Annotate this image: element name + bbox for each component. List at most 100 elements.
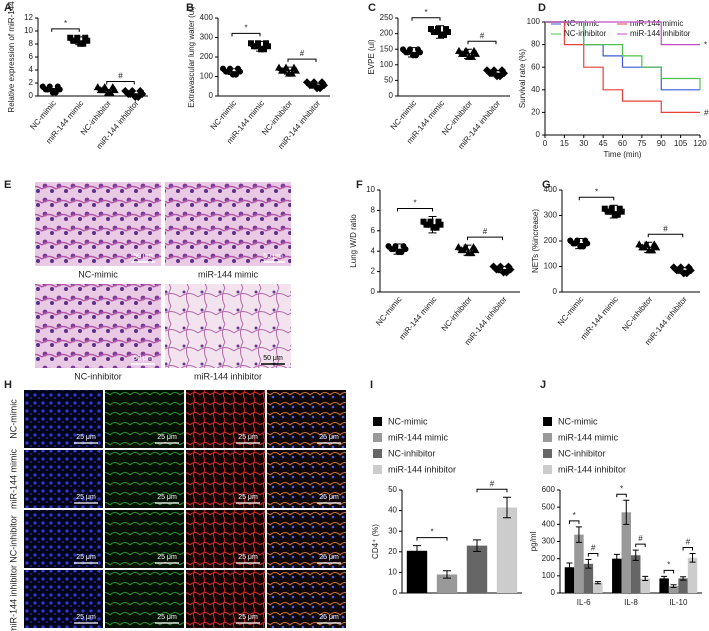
- bar: [583, 563, 594, 593]
- x-tick-label: 105: [674, 139, 688, 148]
- dot: [467, 249, 476, 257]
- y-tick-label: 8: [371, 206, 376, 215]
- y-tick-label: 100: [542, 571, 556, 580]
- error-bar: [644, 241, 653, 253]
- histology-image: [165, 182, 291, 266]
- y-tick-label: 0: [371, 287, 376, 296]
- x-tick-label: 75: [637, 139, 646, 148]
- error-bar: [408, 47, 416, 58]
- significance: #: [704, 109, 709, 118]
- y-tick-label: 0: [536, 130, 541, 139]
- bracket: [287, 58, 317, 63]
- scale-label: 25 μm: [319, 554, 339, 561]
- significance: #: [490, 479, 495, 488]
- bar: [640, 578, 650, 593]
- legend-label: miR-144 mimic: [630, 19, 683, 28]
- error-bar: [575, 526, 582, 543]
- significance: *: [667, 560, 670, 569]
- error-bar: [428, 216, 437, 234]
- bracket: [467, 40, 497, 45]
- x-tick-label: 0: [543, 139, 548, 148]
- histology-image: [165, 284, 291, 368]
- panel-label: C: [368, 2, 376, 14]
- x-tick-label: NC-inhibitor: [440, 295, 474, 333]
- x-tick-label: 15: [560, 139, 569, 148]
- y-tick-label: 100: [527, 17, 541, 26]
- error-bar: [312, 83, 320, 88]
- y-tick-label: 6: [371, 226, 376, 235]
- y-tick-label: 4: [371, 246, 376, 255]
- survival-line: [545, 21, 700, 46]
- legend-label: miR-144 inhibitor: [388, 464, 456, 474]
- significance: *: [244, 24, 247, 33]
- bar: [668, 586, 679, 593]
- fluorescence-image: [186, 510, 265, 568]
- y-tick-label: 250: [380, 13, 394, 22]
- y-tick-label: 20: [388, 547, 397, 556]
- error-bar: [256, 40, 264, 52]
- error-bar: [464, 48, 472, 60]
- error-bar: [670, 584, 677, 589]
- row-label: miR-144 inhibitor: [8, 565, 18, 631]
- fluorescence-image: [186, 390, 265, 448]
- scale-label: 50 μm: [133, 253, 153, 260]
- scale-label: 50 μm: [263, 253, 283, 260]
- error-bar: [436, 25, 444, 39]
- scale-label: 50 μm: [133, 355, 153, 362]
- error-bar: [473, 539, 481, 552]
- y-axis-label: Extravascular lung water (ul): [187, 6, 196, 108]
- y-axis-label: Relative expression of miR-144: [7, 1, 16, 113]
- error-bar: [642, 575, 649, 581]
- y-tick-label: 0: [209, 91, 214, 100]
- panel-label: D: [538, 2, 546, 14]
- bar: [621, 512, 631, 593]
- y-tick-label: 200: [544, 236, 558, 245]
- error-bar: [661, 575, 668, 581]
- fluorescence-image: [24, 510, 103, 568]
- bracket: [416, 537, 448, 541]
- significance: *: [704, 41, 707, 50]
- dot: [128, 87, 137, 96]
- panel-label: J: [540, 379, 546, 391]
- bracket: [568, 520, 580, 524]
- scale-label: 25 μm: [319, 614, 339, 621]
- x-tick-label: IL-10: [669, 598, 688, 607]
- x-tick-label: 30: [579, 139, 588, 148]
- error-bar: [498, 266, 507, 274]
- fluorescence-image: [186, 450, 265, 508]
- scale-label: 25 μm: [238, 434, 258, 441]
- error-bar: [575, 237, 584, 250]
- scale-label: 25 μm: [76, 434, 96, 441]
- legend-swatch: [543, 465, 552, 474]
- y-tick-label: 100: [544, 262, 558, 271]
- significance: #: [591, 544, 596, 553]
- significance: *: [64, 19, 67, 28]
- y-tick-label: 400: [542, 519, 556, 528]
- bracket: [647, 233, 684, 238]
- y-tick-label: 300: [542, 537, 556, 546]
- x-tick-label: NC-inhibitor: [620, 295, 654, 333]
- scale-label: 25 μm: [157, 494, 177, 501]
- dot: [46, 83, 53, 90]
- image-caption: NC-inhibitor: [74, 371, 122, 381]
- y-tick-label: 40: [388, 506, 397, 515]
- dot: [462, 46, 470, 54]
- dot: [648, 246, 657, 254]
- x-tick-label: IL-8: [624, 598, 638, 607]
- y-tick-label: 100: [200, 72, 214, 81]
- error-bar: [443, 570, 451, 579]
- legend-label: NC-inhibitor: [558, 448, 606, 458]
- scale-label: 25 μm: [76, 494, 96, 501]
- bar: [593, 582, 603, 593]
- error-bar: [566, 562, 573, 573]
- x-axis-label: Time (min): [604, 150, 642, 159]
- fluorescence-image: [24, 570, 103, 628]
- significance: #: [686, 538, 691, 547]
- error-bar: [678, 267, 687, 274]
- x-tick-label: NC-mimic: [374, 295, 403, 328]
- y-tick-label: 12: [24, 13, 33, 22]
- scale-label: 25 μm: [319, 434, 339, 441]
- bracket: [663, 569, 675, 574]
- fluorescence-image: [267, 390, 346, 448]
